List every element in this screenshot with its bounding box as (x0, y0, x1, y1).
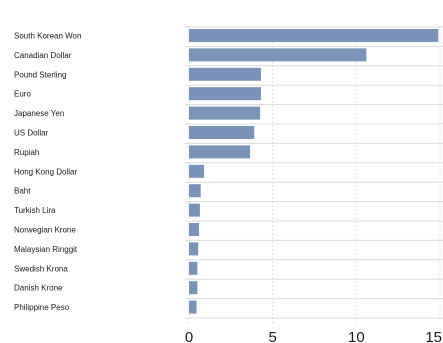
bar-philippine-peso (189, 300, 197, 314)
bar-turkish-lira (189, 203, 200, 217)
category-label-japanese-yen: Japanese Yen (14, 109, 64, 118)
x-tick-label: 15 (425, 329, 442, 343)
x-tick-label: 0 (185, 329, 193, 343)
x-tick-label: 5 (268, 329, 276, 343)
bar-swedish-krona (189, 261, 198, 275)
category-label-us-dollar: US Dollar (14, 129, 49, 138)
bar-pound-sterling (189, 67, 261, 81)
category-label-malaysian-ringgit: Malaysian Ringgit (14, 245, 78, 254)
bar-japanese-yen (189, 106, 261, 120)
bar-norwegian-krone (189, 223, 200, 236)
category-label-danish-krone: Danish Krone (14, 284, 63, 293)
bar-us-dollar (189, 126, 255, 139)
category-label-philippine-peso: Philippine Peso (14, 303, 70, 312)
category-label-turkish-lira: Turkish Lira (14, 206, 56, 215)
category-labels: South Korean Won Canadian Dollar Pound Ste… (14, 32, 81, 313)
bar-hong-kong-dollar (189, 164, 205, 178)
grid-lines (185, 26, 443, 323)
category-label-south-korean-won: South Korean Won (14, 32, 81, 41)
bar-euro (189, 87, 261, 101)
category-label-hong-kong-dollar: Hong Kong Dollar (14, 167, 77, 176)
category-label-norwegian-krone: Norwegian Krone (14, 226, 76, 235)
category-label-baht: Baht (14, 187, 31, 196)
category-label-pound-sterling: Pound Sterling (14, 70, 66, 79)
bar-baht (189, 184, 201, 198)
category-label-canadian-dollar: Canadian Dollar (14, 51, 72, 60)
bar-malaysian-ringgit (189, 242, 199, 256)
bar-rupiah (189, 145, 251, 159)
bar-south-korean-won (189, 29, 439, 42)
category-label-euro: Euro (14, 90, 31, 99)
bar-canadian-dollar (189, 48, 367, 62)
x-tick-label: 10 (348, 329, 365, 343)
bars (189, 29, 439, 314)
x-tick-labels: 0 5 10 15 (185, 329, 442, 343)
bar-danish-krone (189, 281, 198, 295)
category-label-rupiah: Rupiah (14, 148, 39, 157)
category-label-swedish-krona: Swedish Krona (14, 264, 68, 273)
